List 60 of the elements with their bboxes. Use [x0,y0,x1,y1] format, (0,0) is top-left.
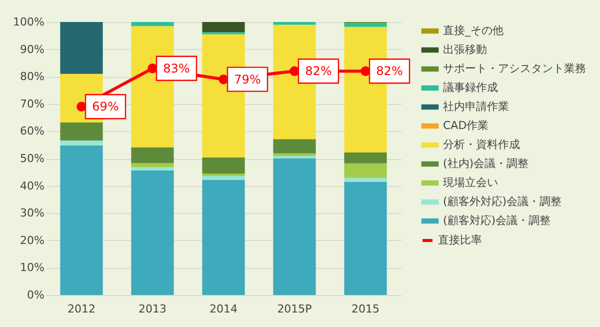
bar [131,22,174,26]
data-label: 82% [376,64,403,78]
point [148,64,158,74]
x-tick-label: 2012 [68,302,96,316]
bar [60,22,103,74]
data-label: 83% [163,61,190,76]
bar [60,140,103,146]
legend-label: (顧客外対応)会議・調整 [443,195,562,208]
bar [273,158,316,295]
x-tick-label: 2015P [277,302,312,316]
bar [202,157,245,174]
bar [131,167,174,171]
x-tick-label: 2013 [138,302,166,316]
legend-label: 議事録作成 [443,81,498,94]
point [218,74,228,84]
legend-label: (顧客対応)会議・調整 [443,214,551,227]
bar [202,180,245,295]
legend-label: サポート・アシスタント業務 [443,62,586,75]
y-tick-label: 0% [27,288,44,302]
bar [131,163,174,168]
bar [344,152,387,164]
bar [344,163,387,178]
bar [131,170,174,295]
legend-label: (社内)会議・調整 [443,157,529,170]
bar [344,178,387,182]
legend-label: 現場立会い [443,176,498,189]
legend-label: 直接_その他 [443,24,504,37]
y-tick-label: 10% [20,261,44,274]
legend-label: 社内申請作業 [443,100,509,113]
bar [344,23,387,27]
bar [344,182,387,295]
bar [273,22,316,25]
point [290,66,300,76]
x-tick-label: 2015 [352,302,380,316]
bar [60,145,103,295]
y-tick-label: 50% [20,152,44,165]
point [360,66,370,76]
legend-label: 出張移動 [443,43,487,56]
data-label: 69% [92,100,119,114]
y-tick-label: 40% [20,179,44,192]
y-tick-label: 100% [13,16,44,28]
y-tick-label: 80% [20,70,44,84]
x-tick-label: 2014 [210,302,238,316]
y-tick-label: 70% [20,97,44,110]
data-label: 79% [234,72,261,86]
y-tick-label: 60% [20,124,44,138]
bar [60,122,103,140]
y-tick-label: 90% [20,42,44,56]
legend-label: 直接比率 [438,234,482,246]
y-tick-label: 20% [20,234,44,247]
legend-label: CAD作業 [443,119,489,132]
point [76,102,86,112]
bar [273,139,316,154]
bar [202,176,245,180]
bar [273,153,316,156]
bar [131,147,174,164]
data-label: 82% [305,64,332,78]
bar [202,22,245,32]
y-tick-label: 30% [20,206,44,220]
legend-label: 分析・資料作成 [443,138,520,151]
